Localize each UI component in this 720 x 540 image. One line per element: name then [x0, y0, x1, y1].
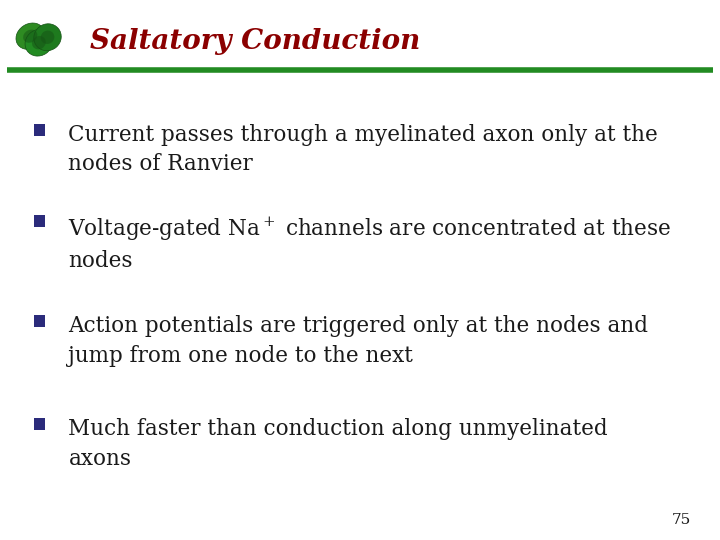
- Text: Action potentials are triggered only at the nodes and
jump from one node to the : Action potentials are triggered only at …: [68, 315, 649, 367]
- Ellipse shape: [25, 29, 53, 56]
- Ellipse shape: [34, 24, 61, 51]
- FancyBboxPatch shape: [34, 315, 45, 327]
- Text: Voltage-gated Na$\mathregular{^+}$ channels are concentrated at these
nodes: Voltage-gated Na$\mathregular{^+}$ chann…: [68, 215, 671, 272]
- FancyBboxPatch shape: [34, 418, 45, 430]
- Ellipse shape: [16, 23, 45, 49]
- Ellipse shape: [23, 30, 37, 43]
- Text: Much faster than conduction along unmyelinated
axons: Much faster than conduction along unmyel…: [68, 418, 608, 470]
- Ellipse shape: [40, 31, 55, 44]
- Text: Saltatory Conduction: Saltatory Conduction: [90, 28, 420, 55]
- Ellipse shape: [32, 36, 46, 49]
- FancyBboxPatch shape: [34, 215, 45, 227]
- FancyBboxPatch shape: [34, 124, 45, 136]
- Text: Current passes through a myelinated axon only at the
nodes of Ranvier: Current passes through a myelinated axon…: [68, 124, 658, 176]
- Text: 75: 75: [672, 512, 691, 526]
